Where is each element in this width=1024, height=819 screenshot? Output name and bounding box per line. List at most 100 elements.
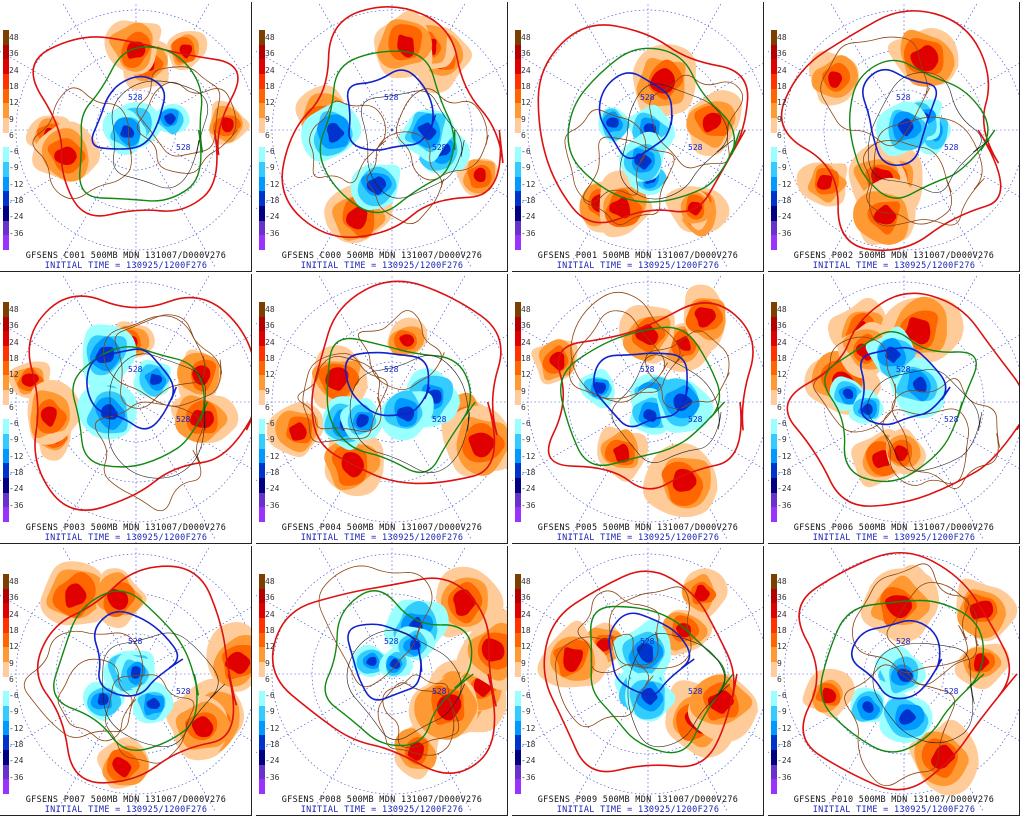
meridian-line	[829, 274, 905, 403]
height-contour-576	[36, 565, 238, 784]
color-bar-segment	[515, 404, 521, 420]
color-bar-segment	[259, 603, 265, 619]
initial-time-caption: INITIAL TIME = 130925/1200F276	[44, 805, 208, 815]
color-bar-tick-label: -24	[521, 212, 536, 222]
color-bar-tick-label: 6	[265, 402, 270, 412]
color-bar-segment	[771, 147, 777, 163]
color-bar-segment	[515, 676, 521, 692]
contour-label-528: 528	[176, 687, 191, 696]
color-bar	[3, 574, 9, 795]
coastline	[23, 630, 144, 738]
coastline	[318, 565, 433, 688]
meridian-line	[647, 129, 763, 197]
height-anomaly-map: 528 528	[768, 2, 1019, 271]
color-bar-tick-label: -12	[265, 179, 280, 189]
color-bar-segment	[3, 779, 9, 795]
color-bar-tick-label: 6	[521, 402, 526, 412]
meridian-line	[391, 546, 467, 675]
color-bar-tick-label: -36	[521, 772, 536, 782]
negative-anomaly-shading	[120, 125, 135, 138]
height-contour-576	[537, 24, 749, 224]
color-bar-tick-label: 36	[777, 593, 787, 603]
color-bar-tick-label: 48	[521, 33, 531, 42]
color-bar-segment	[515, 632, 521, 648]
panel-title: GFSENS P007 500MB MDN 131007/D000V276	[25, 795, 227, 805]
color-bar-tick-label: 18	[265, 625, 275, 635]
color-bar-segment	[259, 346, 265, 362]
meridian-line	[135, 607, 251, 675]
color-bar-tick-label: -18	[521, 196, 536, 205]
color-bar-tick-label: -36	[265, 772, 280, 782]
color-bar-segment	[771, 750, 777, 766]
meridian-line	[647, 546, 723, 675]
color-bar-segment	[3, 764, 9, 780]
coastline	[57, 658, 137, 742]
positive-anomaly-shading	[126, 41, 146, 59]
color-bar-segment	[515, 419, 521, 435]
color-bar-tick-label: -6	[265, 419, 275, 429]
color-bar-tick-label: 12	[9, 370, 19, 380]
color-bar-tick-label: 12	[777, 370, 787, 380]
color-bar-segment	[771, 220, 777, 236]
color-bar-tick-label: 6	[777, 674, 782, 684]
color-bar	[515, 574, 521, 795]
color-bar-segment	[515, 478, 521, 494]
color-bar-segment	[259, 691, 265, 707]
color-bar-tick-label: 18	[521, 353, 531, 363]
color-bar-tick-label: -36	[777, 772, 792, 782]
color-bar-tick-label: -9	[265, 707, 275, 717]
color-bar-tick-label: 48	[777, 577, 787, 586]
color-bar-segment	[3, 588, 9, 604]
meridian-line	[903, 546, 979, 675]
panel-title: GFSENS C001 500MB MDN 131007/D000V276	[25, 251, 227, 261]
color-bar-segment	[515, 618, 521, 634]
contour-label-528: 528	[688, 143, 703, 152]
color-bar-segment	[3, 132, 9, 148]
color-bar-segment	[771, 478, 777, 494]
color-bar-tick-label: 24	[265, 609, 275, 619]
positive-anomaly-shading	[191, 716, 214, 738]
initial-time-caption: INITIAL TIME = 130925/1200F276	[300, 533, 464, 543]
color-bar-tick-label: -6	[521, 147, 531, 157]
color-bar-segment	[259, 478, 265, 494]
meridian-line	[391, 63, 507, 131]
color-bar-tick-label: -6	[777, 691, 787, 701]
meridian-line	[135, 401, 217, 541]
color-bar-tick-label: 18	[777, 625, 787, 635]
color-bar-tick-label: -9	[521, 707, 531, 717]
meridian-line	[573, 2, 649, 131]
positive-anomaly-shading	[596, 637, 611, 653]
color-bar-tick-label: -18	[521, 740, 536, 749]
contour-label-528: 528	[128, 365, 143, 374]
meridian-line	[391, 607, 507, 675]
color-bar-tick-label: -12	[521, 451, 536, 461]
map-panel: 528 528 48 36 24 18 12 9 6 -6 -9 -12 -18 -24 -36 GFSENS…	[512, 274, 764, 544]
color-bar-segment	[515, 30, 521, 46]
height-anomaly-map: 528 528	[256, 546, 507, 815]
color-bar-tick-label: 12	[265, 98, 275, 108]
color-bar-segment	[515, 316, 521, 332]
negative-anomaly-shading	[606, 117, 620, 128]
negative-anomaly-shading	[636, 643, 654, 663]
coastline	[136, 66, 221, 157]
color-bar-segment	[259, 44, 265, 60]
color-bar-segment	[515, 346, 521, 362]
color-bar-segment	[515, 59, 521, 75]
color-bar-tick-label: 24	[9, 337, 19, 347]
color-bar-segment	[259, 750, 265, 766]
height-anomaly-map: 528 528	[768, 546, 1019, 815]
color-bar-tick-label: 36	[265, 49, 275, 59]
color-bar-segment	[515, 360, 521, 376]
contour-label-528: 528	[432, 415, 447, 424]
meridian-line	[317, 2, 393, 131]
color-bar-segment	[771, 779, 777, 795]
panel-title: GFSENS P004 500MB MDN 131007/D000V276	[281, 523, 483, 533]
color-bar-segment	[515, 735, 521, 751]
positive-anomaly-shading	[707, 690, 736, 714]
initial-time-caption: INITIAL TIME = 130925/1200F276	[556, 261, 720, 271]
spread-contour	[872, 642, 975, 744]
initial-time-caption: INITIAL TIME = 130925/1200F276	[44, 261, 208, 271]
color-bar-segment	[3, 404, 9, 420]
positive-anomaly-shading	[112, 756, 132, 778]
color-bar-tick-label: 9	[777, 386, 782, 396]
